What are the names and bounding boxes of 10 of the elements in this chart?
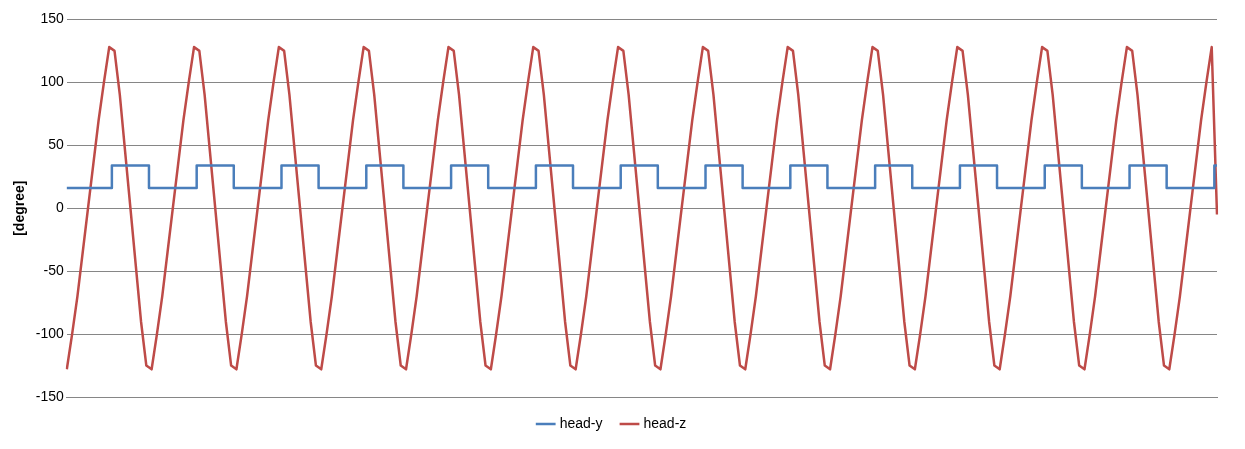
y-tick-label: 100 (40, 73, 65, 90)
y-tick-label: -50 (43, 261, 65, 278)
y-tick-label: -150 (35, 387, 65, 404)
y-axis-title: [degree] (11, 180, 28, 236)
legend-label: head-y (559, 414, 603, 431)
legend-label: head-z (643, 414, 687, 431)
y-tick-label: 150 (40, 10, 65, 27)
y-tick-label: -100 (35, 324, 65, 341)
y-tick-label: 50 (48, 136, 65, 153)
y-tick-label: 0 (56, 199, 65, 216)
